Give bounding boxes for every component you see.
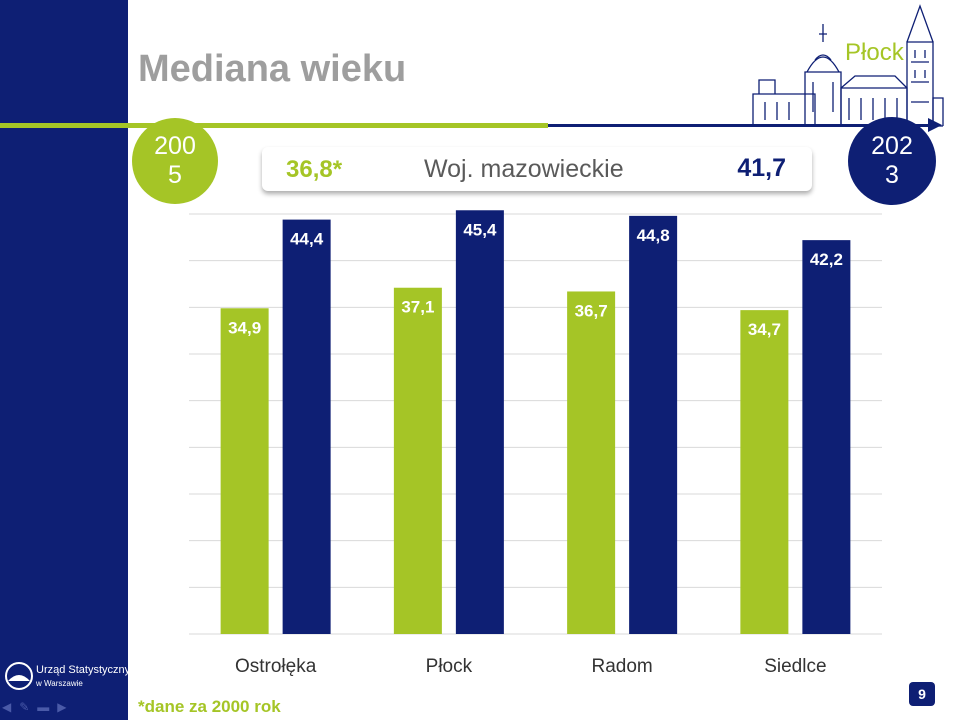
category-label: Ostrołęka [235,656,317,677]
year-start-label: 2005 [154,132,196,189]
page-title: Mediana wieku [138,48,407,90]
bar [220,308,269,634]
city-label: Płock [845,39,904,66]
summary-end-value: 41,7 [737,154,786,182]
nav-prev-icon[interactable]: ◀ [2,700,20,714]
summary-label: Woj. mazowieckie [424,155,624,183]
voivodeship-summary: 36,8* Woj. mazowieckie 41,7 [262,147,812,191]
data-label: 36,7 [575,301,608,320]
year-end-badge: 2023 [848,117,936,205]
timeline-bar-start [0,123,548,128]
slide-navigation: ◀✎▬▶ [2,700,75,714]
page-number: 9 [909,682,935,706]
bar [282,219,331,634]
data-label: 45,4 [463,220,497,239]
summary-start-value: 36,8* [286,156,343,183]
data-label: 44,4 [290,230,324,249]
logo-text: Urząd Statystyczny w Warszawie [36,665,130,689]
bar [567,291,616,634]
category-label: Radom [592,656,653,677]
logo-line-2: w Warszawie [36,679,83,688]
bar [629,215,678,634]
data-label: 34,9 [228,318,261,337]
year-start-badge: 2005 [132,118,218,204]
timeline-bar-end [548,124,930,127]
pen-icon[interactable]: ✎ [19,700,38,714]
sidebar [0,0,128,720]
data-label: 42,2 [810,250,843,269]
category-label: Płock [426,656,473,677]
data-label: 37,1 [401,298,434,317]
year-end-label: 2023 [871,132,913,189]
data-label: 44,8 [637,226,670,245]
footnote: *dane za 2000 rok [138,697,281,716]
bar [455,210,504,634]
logo-line-1: Urząd Statystyczny [36,664,131,676]
data-label: 34,7 [748,320,781,339]
bar [393,287,442,634]
logo-icon [5,662,33,690]
menu-icon[interactable]: ▬ [37,700,58,714]
bar [802,240,851,634]
category-label: Siedlce [764,656,826,677]
bar [740,310,789,634]
nav-next-icon[interactable]: ▶ [57,700,75,714]
timeline-arrow-icon [928,118,942,132]
